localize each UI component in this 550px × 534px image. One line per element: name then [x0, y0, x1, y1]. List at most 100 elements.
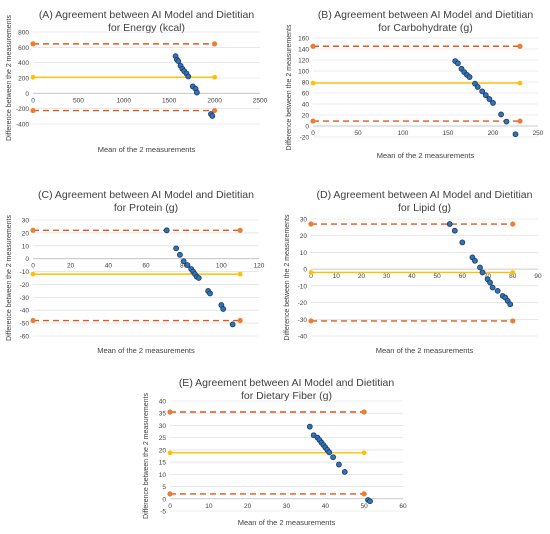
y-tick-label: -400 [16, 122, 29, 129]
x-axis-label: Mean of the 2 measurements [238, 518, 336, 527]
x-tick-label: 20 [67, 263, 75, 270]
x-tick-label: 40 [408, 273, 416, 280]
data-point [207, 290, 213, 297]
y-tick-label: 0 [25, 91, 29, 98]
chart-title: (B) Agreement between AI Model and Dieti… [318, 9, 534, 21]
y-tick-label: -40 [298, 334, 308, 341]
data-point [494, 287, 501, 294]
y-tick-label: 800 [18, 30, 29, 37]
data-point [472, 257, 478, 264]
chart-subtitle: for Protein (g) [114, 202, 178, 214]
y-tick-label: 30 [300, 217, 308, 224]
data-point [306, 423, 313, 430]
data-point [336, 461, 342, 468]
y-tick-label: 0 [162, 496, 166, 503]
x-tick-label: 60 [459, 273, 467, 280]
chart-panel-4: (D) Agreement between AI Model and Dieti… [284, 189, 542, 355]
chart-subtitle: for Energy (kcal) [108, 22, 185, 34]
x-tick-label: 100 [216, 263, 227, 270]
chart-subtitle: for Lipid (g) [398, 202, 451, 214]
lower-limit-line-start-marker [308, 318, 314, 324]
data-point [474, 84, 481, 90]
y-tick-label: -30 [298, 317, 308, 324]
y-tick-label: 20 [22, 230, 30, 237]
data-point [367, 498, 373, 505]
y-tick-label: 10 [159, 472, 167, 479]
data-point [459, 239, 466, 246]
data-point [487, 279, 493, 286]
x-tick-label: 50 [433, 273, 441, 280]
mean-line-start-marker [30, 271, 36, 277]
x-tick-label: 30 [383, 273, 391, 280]
x-tick-label: 20 [358, 273, 366, 280]
y-tick-label: 0 [25, 256, 29, 263]
y-tick-label: -5 [160, 509, 166, 516]
x-tick-label: 1500 [162, 97, 177, 104]
y-axis-label: Difference between the 2 measurements [6, 15, 13, 141]
x-tick-label: 2500 [253, 97, 268, 104]
x-tick-label: 0 [31, 97, 35, 104]
upper-limit-line-end-marker [361, 409, 367, 415]
data-point [454, 60, 461, 67]
x-axis-label: Mean of the 2 measurements [376, 346, 474, 355]
data-point [176, 251, 183, 258]
chart-title: (A) Agreement between AI Model and Dieti… [39, 9, 255, 21]
y-axis-label: Difference between the 2 measurements [6, 215, 13, 341]
lower-limit-line-end-marker [237, 317, 243, 324]
upper-limit-line-end-marker [237, 227, 243, 233]
data-point [193, 89, 200, 96]
data-point [477, 264, 483, 271]
y-tick-label: 30 [22, 218, 30, 225]
y-tick-label: 20 [302, 113, 310, 120]
y-tick-label: 600 [18, 45, 29, 52]
chart-panel-5: (E) Agreement between AI Model and Dieti… [143, 377, 407, 527]
upper-limit-line-end-marker [212, 41, 218, 47]
y-tick-label: 160 [298, 36, 309, 43]
y-tick-label: 140 [298, 47, 309, 54]
x-tick-label: 80 [509, 273, 517, 280]
data-point [220, 306, 227, 312]
x-tick-label: 500 [73, 97, 84, 104]
chart-title: (C) Agreement between AI Model and Dieti… [38, 189, 254, 201]
y-tick-label: 120 [298, 58, 309, 65]
x-tick-label: 0 [31, 263, 35, 270]
mean-line-end-marker [212, 74, 218, 80]
y-tick-label: 20 [159, 447, 167, 454]
data-point [482, 92, 489, 99]
chart-panel-2: (B) Agreement between AI Model and Dieti… [286, 9, 544, 160]
upper-limit-line-end-marker [517, 43, 523, 49]
x-tick-label: 100 [398, 130, 409, 137]
data-point [229, 321, 236, 328]
data-point [479, 269, 486, 276]
y-tick-label: -20 [300, 135, 310, 142]
y-tick-label: -20 [20, 282, 30, 289]
upper-limit-line-start-marker [167, 409, 173, 415]
y-axis-label: Difference between the 2 measurements [286, 24, 293, 150]
data-point [184, 262, 191, 269]
data-point [479, 88, 486, 95]
data-point [498, 111, 505, 118]
x-tick-label: 200 [488, 130, 499, 137]
x-tick-label: 80 [180, 263, 188, 270]
x-tick-label: 20 [244, 503, 252, 510]
x-tick-label: 60 [399, 503, 407, 510]
data-point [466, 74, 473, 80]
y-tick-label: -10 [20, 269, 30, 276]
data-point [173, 245, 180, 252]
x-axis-label: Mean of the 2 measurements [377, 151, 475, 160]
data-point [175, 58, 182, 65]
upper-limit-line-start-marker [30, 227, 36, 233]
y-tick-label: 30 [159, 423, 167, 430]
x-tick-label: 10 [333, 273, 341, 280]
y-tick-label: 0 [303, 267, 307, 274]
lower-limit-line-start-marker [310, 118, 316, 124]
upper-limit-line-end-marker [510, 221, 516, 227]
data-point [163, 227, 170, 234]
chart-panel-1: (A) Agreement between AI Model and Dieti… [6, 9, 268, 154]
lower-limit-line-end-marker [517, 118, 523, 124]
y-tick-label: 200 [18, 76, 29, 83]
x-tick-label: 0 [311, 130, 315, 137]
y-tick-label: 0 [305, 124, 309, 131]
data-point [185, 73, 192, 80]
